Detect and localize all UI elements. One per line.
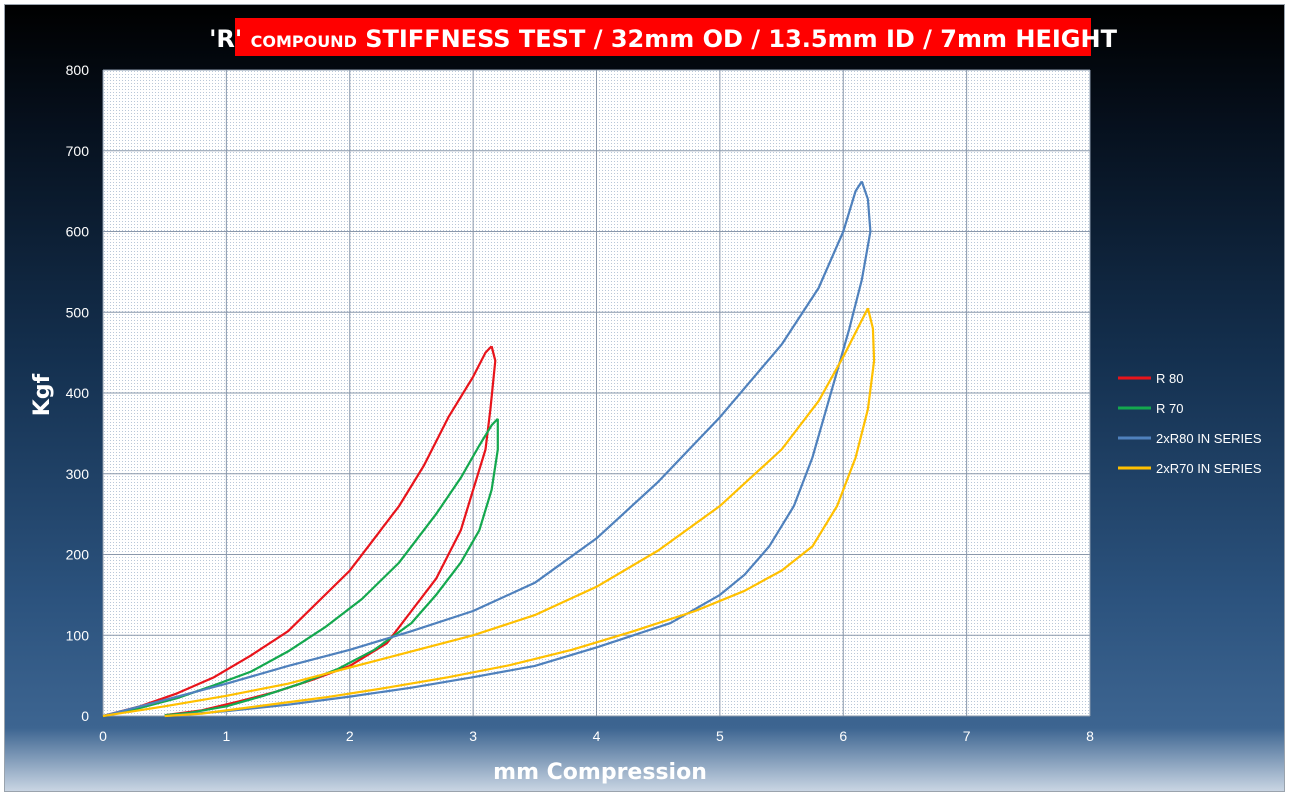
series-2xr70-in-series-loading: [102, 307, 869, 718]
chart-frame: 'R' COMPOUND STIFFNESS TEST / 32mm OD / …: [4, 4, 1285, 792]
chart-svg: 'R' COMPOUND STIFFNESS TEST / 32mm OD / …: [30, 18, 1262, 785]
y-axis-title: Kgf: [30, 373, 55, 416]
x-tick-label: 7: [963, 728, 971, 744]
legend: R 80 R 70 2xR80 IN SERIES 2xR70 IN SERIES: [1118, 371, 1262, 476]
y-tick-label: 500: [66, 304, 90, 320]
series-2xr70-in-series-unloading: [164, 307, 876, 718]
x-axis-title: mm Compression: [493, 760, 707, 785]
legend-label: R 80: [1156, 371, 1183, 386]
x-tick-label: 0: [99, 728, 107, 744]
chart-title: 'R' COMPOUND STIFFNESS TEST / 32mm OD / …: [209, 25, 1118, 53]
y-tick-label: 200: [66, 547, 90, 563]
y-tick-label: 300: [66, 466, 90, 482]
legend-label: R 70: [1156, 401, 1183, 416]
x-tick-label: 5: [716, 728, 724, 744]
y-tick-label: 0: [81, 708, 89, 724]
series-2xr80-in-series-loading: [102, 180, 863, 718]
title-part-rest: STIFFNESS TEST / 32mm OD / 13.5mm ID / 7…: [357, 25, 1118, 53]
title-part-compound: COMPOUND: [251, 32, 357, 51]
x-tick-label: 8: [1086, 728, 1094, 744]
legend-label: 2xR80 IN SERIES: [1156, 431, 1262, 446]
grid-lines: [102, 69, 1091, 717]
x-tick-label: 2: [346, 728, 354, 744]
x-tick-label: 3: [469, 728, 477, 744]
y-tick-label: 100: [66, 627, 90, 643]
legend-label: 2xR70 IN SERIES: [1156, 461, 1262, 476]
y-tick-label: 700: [66, 143, 90, 159]
x-tick-label: 1: [222, 728, 230, 744]
tick-labels: 0 1 2 3 4 5 6 7 8 0 100 200 300 400 500 600 700 800: [66, 62, 1094, 744]
y-tick-label: 800: [66, 62, 90, 78]
y-tick-label: 400: [66, 385, 90, 401]
x-tick-label: 4: [593, 728, 601, 744]
series-lines: [102, 180, 876, 718]
y-tick-label: 600: [66, 224, 90, 240]
title-banner: [235, 18, 1091, 56]
x-tick-label: 6: [839, 728, 847, 744]
title-part-r: 'R': [209, 25, 251, 53]
series-2xr80-in-series-unloading: [164, 181, 872, 718]
series-r-80-loading: [102, 345, 493, 718]
